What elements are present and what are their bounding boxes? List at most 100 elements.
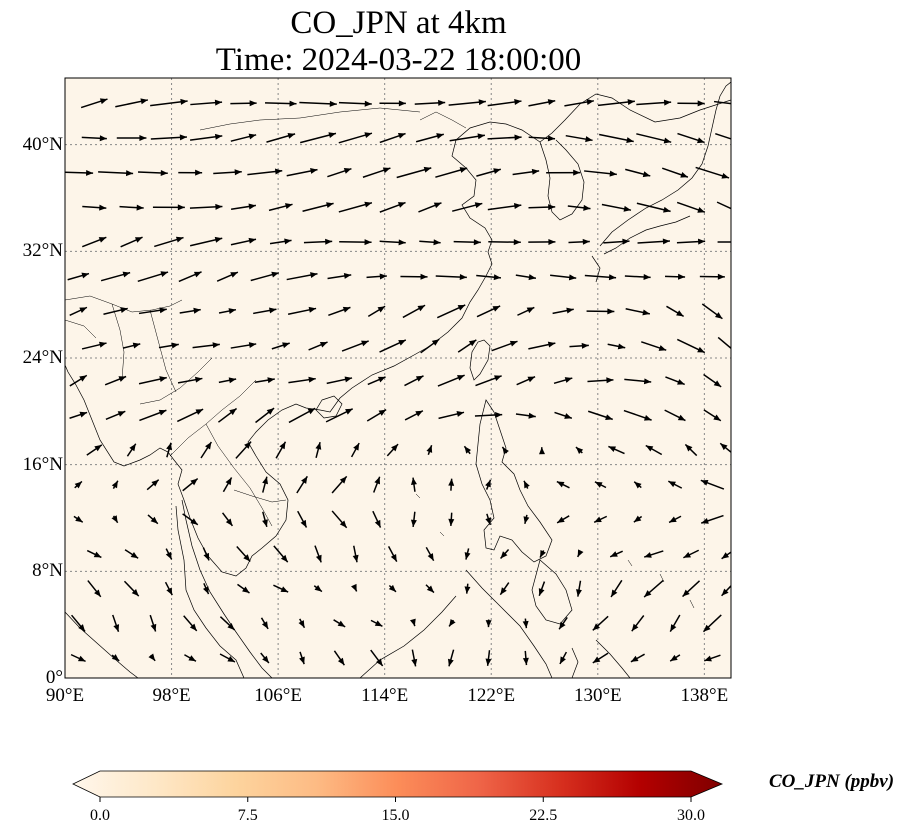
wind-arrow xyxy=(630,653,645,663)
wind-arrow xyxy=(218,308,237,314)
wind-arrow xyxy=(303,238,333,245)
colorbar-tick-label: 22.5 xyxy=(529,807,558,824)
wind-arrow xyxy=(112,614,120,632)
lat-tick-label: 32°N xyxy=(22,240,63,262)
wind-arrow xyxy=(700,479,725,490)
wind-arrow xyxy=(326,376,353,385)
wind-arrow xyxy=(419,239,441,246)
wind-arrow xyxy=(703,409,722,422)
wind-arrow xyxy=(695,166,730,179)
wind-arrow xyxy=(387,546,398,562)
wind-arrow xyxy=(219,653,236,663)
wind-arrow xyxy=(367,376,386,386)
wind-arrow xyxy=(414,99,446,106)
wind-arrow xyxy=(603,238,630,245)
taiwan-coastline xyxy=(469,339,491,381)
wind-arrow xyxy=(625,308,651,316)
colorbar-tick-label: 0.0 xyxy=(90,807,110,824)
wind-arrow xyxy=(474,411,503,418)
wind-arrow xyxy=(552,307,574,315)
wind-arrow xyxy=(100,271,131,282)
wind-arrow xyxy=(147,514,159,525)
map-time-subtitle: Time: 2024-03-22 18:00:00 xyxy=(215,42,582,78)
wind-arrow xyxy=(721,551,731,560)
wind-arrow xyxy=(409,618,416,627)
wind-arrow xyxy=(559,651,568,665)
wind-arrow xyxy=(661,167,689,178)
wind-arrow xyxy=(476,274,501,281)
wind-arrow xyxy=(699,273,725,280)
wind-arrow xyxy=(485,619,492,628)
wind-arrow xyxy=(69,374,88,387)
wind-arrow xyxy=(350,442,360,458)
wind-arrow xyxy=(448,512,455,527)
wind-arrow xyxy=(453,239,481,246)
wind-arrow xyxy=(138,170,168,176)
wind-arrow xyxy=(437,374,465,387)
sumatra-coastline xyxy=(65,611,139,678)
wind-arrow xyxy=(313,584,323,593)
wind-arrow xyxy=(149,614,157,632)
wind-arrow xyxy=(522,618,529,629)
wind-arrow xyxy=(528,238,556,245)
wind-arrow xyxy=(564,99,595,107)
wind-arrow xyxy=(485,479,492,490)
lat-tick-label: 8°N xyxy=(32,560,63,582)
wind-arrow xyxy=(266,132,296,143)
wind-arrow xyxy=(230,100,257,107)
wind-arrow xyxy=(447,649,455,667)
wind-arrow xyxy=(637,238,670,245)
wind-arrow xyxy=(485,513,492,526)
wind-arrow xyxy=(404,410,424,421)
wind-arrow xyxy=(517,306,535,316)
wind-arrow xyxy=(235,441,252,459)
wind-arrow xyxy=(119,204,144,211)
wind-arrow xyxy=(237,583,250,594)
wind-arrow xyxy=(338,132,373,144)
lat-tick-label: 0° xyxy=(45,667,63,688)
wind-arrow xyxy=(73,515,84,523)
wind-arrow xyxy=(189,203,223,210)
wind-arrow xyxy=(669,654,681,662)
wind-arrow xyxy=(402,304,426,319)
wind-arrow xyxy=(717,241,731,243)
wind-arrow xyxy=(426,445,433,455)
wind-arrow xyxy=(665,376,685,386)
wind-arrow xyxy=(82,204,107,211)
wind-arrow xyxy=(327,272,352,280)
wind-arrow xyxy=(366,409,387,422)
wind-arrow xyxy=(297,510,308,528)
wind-arrow xyxy=(250,271,280,282)
wind-arrow xyxy=(592,615,609,631)
wind-arrow xyxy=(702,614,722,633)
wind-arrow xyxy=(221,512,234,527)
wind-arrow xyxy=(701,303,723,320)
wind-arrow xyxy=(668,515,682,524)
wind-arrow xyxy=(633,515,643,523)
wind-arrow xyxy=(286,272,318,281)
wind-arrow xyxy=(487,203,522,211)
wind-arrow xyxy=(217,407,238,423)
wind-arrow xyxy=(719,442,731,454)
wind-arrow xyxy=(372,510,382,528)
wind-arrow xyxy=(116,134,147,141)
wind-arrow xyxy=(645,444,663,456)
wind-arrow xyxy=(341,340,369,352)
wind-arrow xyxy=(366,273,387,280)
wind-arrow xyxy=(576,580,582,597)
wind-arrow xyxy=(516,375,536,386)
wind-arrow xyxy=(379,100,406,107)
wind-arrow xyxy=(410,511,417,527)
wind-arrow xyxy=(262,511,268,528)
wind-arrow xyxy=(328,306,351,316)
wind-arrow xyxy=(352,545,359,563)
wind-arrow xyxy=(299,100,337,107)
wind-arrow xyxy=(122,342,141,349)
wind-arrow xyxy=(515,274,537,281)
colorbar-tick-label: 15.0 xyxy=(381,807,410,824)
wind-arrow xyxy=(236,546,251,562)
colorbar-tick-label: 30.0 xyxy=(677,807,705,824)
wind-arrow xyxy=(515,412,536,419)
wind-arrow xyxy=(636,202,671,213)
wind-arrow xyxy=(448,618,456,627)
